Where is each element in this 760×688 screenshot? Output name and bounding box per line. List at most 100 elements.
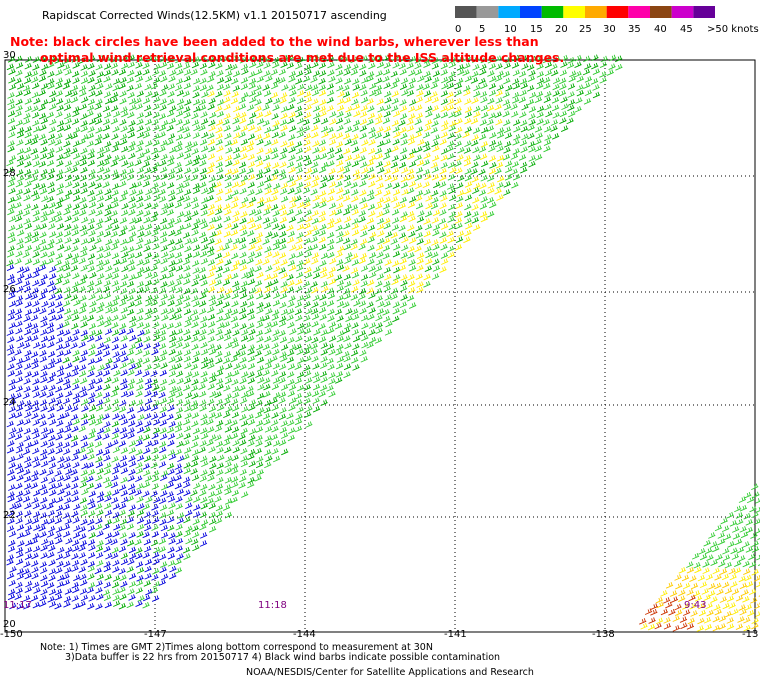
- wind-barb: [544, 61, 553, 69]
- wind-barb: [105, 481, 113, 489]
- wind-barb: [231, 196, 239, 203]
- wind-barb: [670, 596, 679, 603]
- wind-barb: [104, 97, 113, 105]
- wind-barb: [248, 82, 256, 90]
- wind-barb: [102, 133, 110, 140]
- colorbar-label-20: 20: [555, 24, 568, 35]
- wind-barb: [223, 125, 231, 132]
- wind-barb: [72, 140, 81, 148]
- wind-barb: [127, 246, 135, 253]
- wind-barb: [142, 62, 150, 69]
- wind-barb: [198, 308, 207, 315]
- wind-barb: [527, 64, 535, 71]
- wind-barb: [471, 210, 479, 218]
- wind-barb: [63, 448, 71, 455]
- wind-barb: [152, 552, 160, 559]
- wind-barb: [494, 187, 502, 195]
- wind-barb: [15, 69, 23, 77]
- wind-barb: [94, 287, 102, 294]
- wind-barb: [175, 356, 183, 363]
- wind-barb: [440, 98, 449, 106]
- wind-barb: [318, 336, 327, 343]
- wind-barb: [176, 517, 185, 525]
- wind-barb: [174, 217, 182, 225]
- wind-barb: [175, 370, 184, 378]
- wind-barb: [111, 189, 119, 197]
- wind-barb: [87, 582, 96, 589]
- wind-barb: [303, 315, 311, 322]
- wind-barb: [382, 54, 390, 62]
- wind-barb: [201, 460, 209, 468]
- wind-barb: [289, 89, 297, 97]
- lat-label-28: 28: [3, 168, 16, 179]
- wind-barb: [174, 279, 182, 287]
- wind-barb: [706, 554, 714, 561]
- wind-barb: [14, 433, 23, 440]
- wind-barb: [382, 153, 391, 160]
- wind-barb: [223, 113, 231, 120]
- wind-barb: [391, 155, 399, 162]
- wind-barb: [96, 496, 105, 503]
- wind-barb: [415, 96, 424, 104]
- wind-barb: [169, 313, 177, 321]
- wind-barb: [400, 77, 409, 85]
- wind-barb: [168, 117, 177, 125]
- wind-barb: [118, 406, 127, 413]
- wind-barb: [327, 238, 335, 246]
- wind-barb: [351, 285, 359, 293]
- wind-barb: [246, 104, 255, 112]
- wind-barb: [246, 390, 255, 398]
- wind-barb: [80, 594, 89, 602]
- wind-barb: [272, 61, 280, 69]
- wind-barb: [31, 153, 40, 161]
- wind-barb: [47, 250, 56, 258]
- wind-barb: [287, 419, 295, 427]
- wind-barb: [80, 377, 88, 385]
- wind-barb: [366, 118, 374, 126]
- wind-barb: [398, 62, 406, 70]
- wind-barb: [72, 461, 80, 469]
- wind-barb: [55, 567, 63, 574]
- wind-barb: [289, 196, 297, 203]
- wind-barb: [72, 181, 80, 189]
- wind-barb: [311, 252, 320, 259]
- wind-barb: [592, 91, 601, 99]
- wind-barb: [127, 510, 135, 517]
- wind-barb: [374, 287, 383, 295]
- wind-barb: [216, 365, 225, 372]
- wind-barb: [344, 342, 352, 350]
- wind-barb: [359, 70, 367, 77]
- wind-barb: [193, 482, 201, 490]
- wind-barb: [216, 469, 224, 476]
- wind-barb: [215, 398, 224, 406]
- wind-barb: [88, 90, 96, 98]
- wind-barb: [40, 497, 48, 504]
- wind-barb: [40, 288, 49, 295]
- wind-barb: [8, 125, 16, 132]
- wind-barb: [136, 483, 144, 490]
- wind-barb: [176, 432, 184, 440]
- wind-barb: [334, 322, 343, 330]
- wind-barb: [312, 383, 321, 391]
- wind-barb: [183, 287, 191, 295]
- wind-barb: [502, 153, 511, 161]
- wind-barb: [55, 90, 63, 97]
- wind-barb: [383, 104, 392, 111]
- wind-barb: [271, 404, 279, 411]
- wind-barb: [192, 531, 200, 539]
- wind-barb: [232, 146, 241, 154]
- wind-barb: [297, 384, 305, 392]
- wind-barb: [54, 588, 63, 596]
- wind-barb: [166, 182, 175, 189]
- wind-barb: [184, 392, 193, 399]
- wind-barb: [206, 439, 214, 447]
- wind-barb: [39, 259, 47, 267]
- wind-barb: [240, 427, 248, 435]
- wind-barb: [238, 350, 247, 357]
- wind-barb: [214, 344, 222, 351]
- wind-barb: [63, 271, 72, 279]
- wind-barb: [177, 455, 185, 463]
- wind-barb: [103, 91, 112, 98]
- wind-barb: [104, 141, 112, 148]
- wind-barb: [167, 239, 175, 246]
